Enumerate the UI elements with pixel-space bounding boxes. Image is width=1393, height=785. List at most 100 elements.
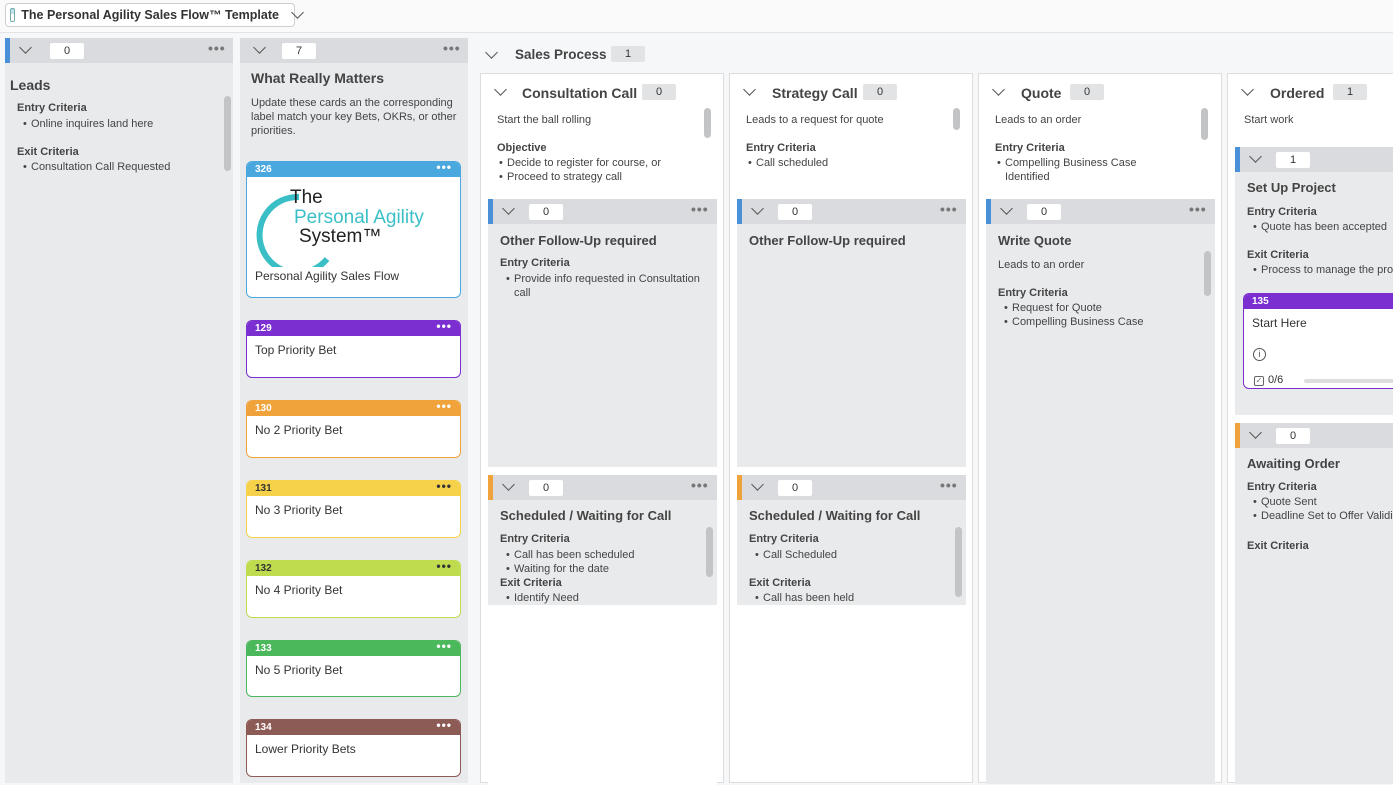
logo-line-1: The [290,187,323,208]
collapse-chevron-icon[interactable] [743,85,757,99]
group-count: 1 [611,46,645,62]
collapse-chevron-icon[interactable] [1241,85,1255,99]
entry-criteria-list: Compelling Business Case Identified [987,156,1167,184]
card-131[interactable]: 131 ••• No 3 Priority Bet [246,480,461,538]
card-title: Top Priority Bet [255,343,337,357]
board-selector[interactable]: The Personal Agility Sales Flow™ Templat… [5,3,295,27]
sublane-header: 0 ••• [737,475,966,500]
sublane-title: Set Up Project [1247,180,1336,195]
logo-line-3: System™ [299,226,382,247]
entry-criteria-label: Entry Criteria [500,533,570,545]
list-item: Identify Need [496,591,696,605]
sublane-menu-icon[interactable]: ••• [691,201,709,217]
entry-criteria-list: Provide info requested in Consultation c… [496,272,708,300]
card-menu-icon[interactable]: ••• [436,400,452,413]
sublane-set-up-project: 1 Set Up Project Entry Criteria Quote ha… [1235,147,1393,415]
card-133[interactable]: 133 ••• No 5 Priority Bet [246,640,461,697]
sublane-header: 0 [1235,423,1393,448]
sublane-menu-icon[interactable]: ••• [1189,201,1207,217]
card-id: 326 [255,164,272,175]
collapse-chevron-icon[interactable] [502,480,516,494]
card-menu-icon[interactable]: ••• [436,719,452,732]
lane-description: Update these cards an the corresponding … [251,97,457,137]
collapse-chevron-icon[interactable] [1249,428,1263,442]
entry-criteria-list: Quote has been accepted [1243,220,1393,234]
collapse-chevron-icon[interactable] [485,48,499,62]
card-130[interactable]: 130 ••• No 2 Priority Bet [246,400,461,458]
card-title: No 4 Priority Bet [255,583,343,597]
scrollbar[interactable] [706,527,713,577]
sublane-menu-icon[interactable]: ••• [940,201,958,217]
list-item: Consultation Call Requested [13,160,213,174]
list-item: Deadline Set to Offer Validi [1243,509,1393,523]
card-title: Personal Agility Sales Flow [255,269,400,283]
scrollbar[interactable] [955,527,962,597]
lane-header: 0 ••• [5,38,233,63]
card-title: Lower Priority Bets [255,742,356,756]
card-135[interactable]: 135 Start Here i ✓ 0/6 [1243,293,1393,389]
lane-menu-icon[interactable]: ••• [443,40,461,56]
card-326[interactable]: 326 ••• The Personal Agility System™ Pers… [246,161,461,298]
scrollbar[interactable] [224,96,231,171]
column-count: 0 [642,84,676,100]
column-count: 0 [1070,84,1104,100]
column-count: 1 [1333,84,1367,100]
card-title: No 3 Priority Bet [255,503,343,517]
card-134[interactable]: 134 ••• Lower Priority Bets [246,719,461,777]
personal-agility-logo: The Personal Agility System™ [247,177,460,267]
sublane-count: 0 [1027,204,1061,220]
sublane-count: 0 [1276,428,1310,444]
sublane-header: 0 ••• [986,199,1215,224]
card-id: 132 [255,563,272,574]
scrollbar[interactable] [1204,251,1211,296]
lane-menu-icon[interactable]: ••• [208,40,226,56]
sublane-description: Leads to an order [998,259,1085,271]
collapse-chevron-icon[interactable] [253,43,267,57]
chevron-down-icon[interactable] [291,8,294,22]
collapse-chevron-icon[interactable] [751,204,765,218]
card-menu-icon[interactable]: ••• [436,480,452,493]
list-item: Online inquires land here [13,117,213,131]
card-129[interactable]: 129 ••• Top Priority Bet [246,320,461,378]
card-menu-icon[interactable]: ••• [436,560,452,573]
card-id: 134 [255,722,272,733]
scrollbar[interactable] [1201,108,1208,140]
collapse-chevron-icon[interactable] [992,85,1006,99]
collapse-chevron-icon[interactable] [19,43,33,57]
card-id: 129 [255,323,272,334]
list-item: Quote has been accepted [1243,220,1393,234]
collapse-chevron-icon[interactable] [1000,204,1014,218]
group-title: Sales Process [515,47,607,62]
entry-criteria-label: Entry Criteria [1247,206,1317,218]
checklist-icon: ✓ [1254,376,1264,386]
sublane-menu-icon[interactable]: ••• [940,477,958,493]
sublane-title: Scheduled / Waiting for Call [749,508,921,523]
card-menu-icon[interactable]: ••• [436,161,452,174]
list-item: Compelling Business Case [994,315,1194,329]
exit-criteria-label: Exit Criteria [1247,540,1309,552]
column-description: Leads to a request for quote [746,114,884,126]
card-menu-icon[interactable]: ••• [436,320,452,333]
sublane-write-quote: 0 ••• Write Quote Leads to an order Entr… [986,199,1215,784]
column-ordered: Ordered 1 Start work 1 Set Up Project En… [1227,73,1393,784]
sublane-other-follow-up: 0 ••• Other Follow-Up required [737,199,966,467]
info-icon[interactable]: i [1253,348,1266,361]
card-132[interactable]: 132 ••• No 4 Priority Bet [246,560,461,618]
exit-criteria-label: Exit Criteria [749,577,811,589]
sublane-menu-icon[interactable]: ••• [691,477,709,493]
lane-header: 7 ••• [240,38,468,63]
column-count: 0 [863,84,897,100]
sales-process-header: Sales Process 1 [474,38,1393,71]
entry-criteria-label: Entry Criteria [995,142,1065,154]
collapse-chevron-icon[interactable] [751,480,765,494]
card-menu-icon[interactable]: ••• [436,640,452,653]
collapse-chevron-icon[interactable] [502,204,516,218]
column-title: Strategy Call [772,85,858,101]
entry-criteria-label: Entry Criteria [17,102,87,114]
collapse-chevron-icon[interactable] [494,85,508,99]
card-id: 133 [255,643,272,654]
collapse-chevron-icon[interactable] [1249,152,1263,166]
list-item: Proceed to strategy call [489,170,699,184]
scrollbar[interactable] [704,108,711,138]
scrollbar[interactable] [953,108,960,130]
